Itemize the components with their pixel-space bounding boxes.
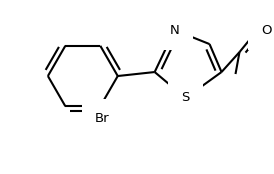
Text: N: N	[170, 24, 179, 37]
Text: S: S	[181, 92, 190, 104]
Text: Br: Br	[95, 112, 110, 125]
Text: O: O	[261, 24, 272, 37]
